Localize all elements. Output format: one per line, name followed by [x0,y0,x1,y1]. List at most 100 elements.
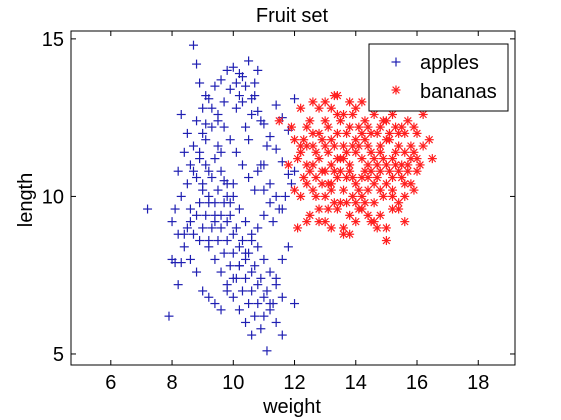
apples-point [201,160,211,170]
apples-point [216,166,226,176]
apples-point [259,185,269,195]
apples-point [290,299,300,309]
bananas-point [351,217,361,227]
bananas-point [357,128,367,138]
bananas-point [326,103,336,113]
chart-points-layer [143,40,437,356]
apples-point [265,267,275,277]
x-tick-label: 18 [467,372,489,394]
bananas-point [375,185,385,195]
apples-point [228,229,238,239]
apples-point [271,100,281,110]
bananas-point [427,154,437,164]
apples-point [185,204,195,214]
y-axis-label: length [15,173,37,228]
apples-point [271,317,281,327]
apples-point [253,65,263,75]
apples-point [228,292,238,302]
apples-point [222,236,232,246]
legend-bananas-asterisk-icon [391,85,401,95]
bananas-point [360,116,370,126]
bananas-point [363,185,373,195]
apples-point [265,198,275,208]
apples-point [185,217,195,227]
apples-point [219,97,229,107]
apples-point [228,248,238,258]
apples-point [241,317,251,327]
bananas-point [381,236,391,246]
apples-point [253,299,263,309]
bananas-point [400,217,410,227]
apples-point [271,144,281,154]
apples-point [173,280,183,290]
bananas-point [339,223,349,233]
bananas-point [391,147,401,157]
apples-point [259,311,269,321]
apples-point [185,160,195,170]
apples-point [265,132,275,142]
apples-point [216,75,226,85]
apples-point [290,166,300,176]
bananas-point [332,91,342,101]
apples-point [210,154,220,164]
apples-point [222,65,232,75]
apples-point [222,280,232,290]
apples-point [247,94,257,104]
bananas-point [409,185,419,195]
apples-point [225,84,235,94]
apples-point [247,110,257,119]
bananas-point [348,191,358,201]
apples-point [179,242,189,252]
bananas-point [345,97,355,107]
apples-point [259,160,269,170]
bananas-point [293,154,303,164]
bananas-point [372,173,382,183]
bananas-point [302,217,312,227]
bananas-point [360,135,370,145]
apples-point [192,267,202,277]
bananas-point [406,179,416,189]
bananas-point [308,185,318,195]
apples-point [247,286,257,296]
x-tick-label: 6 [105,372,116,394]
bananas-point [342,128,352,138]
bananas-point [409,122,419,132]
apples-point [204,166,214,176]
bananas-point [378,116,388,126]
apples-point [182,179,192,189]
bananas-point [332,128,342,138]
apples-point [250,311,260,321]
apples-point [185,254,195,264]
apples-point [283,242,293,252]
legend-apples-plus-icon [391,57,401,67]
bananas-point [381,160,391,170]
bananas-point [388,204,398,214]
bananas-point [339,229,349,239]
apples-point [234,91,244,101]
apples-point [247,229,257,239]
bananas-point [348,173,358,183]
bananas-point [403,116,413,126]
bananas-point [323,204,333,214]
apples-point [231,223,241,233]
apples-point [192,210,202,220]
apples-point [216,223,226,233]
apples-point [143,204,153,214]
x-tick-label: 8 [166,372,177,394]
bananas-point [375,210,385,220]
bananas-point [354,141,364,151]
bananas-point [305,166,315,176]
bananas-point [323,179,333,189]
bananas-point [302,179,312,189]
apples-point [192,116,202,126]
legend-bananas-label: bananas [420,81,497,103]
apples-point [250,78,260,88]
apples-point [244,248,254,258]
apples-point [173,166,183,176]
apples-point [198,223,208,233]
apples-point [259,254,269,264]
apples-point [241,81,251,91]
bananas-point [296,103,306,113]
legend-box [368,43,509,112]
apples-point [283,169,293,179]
